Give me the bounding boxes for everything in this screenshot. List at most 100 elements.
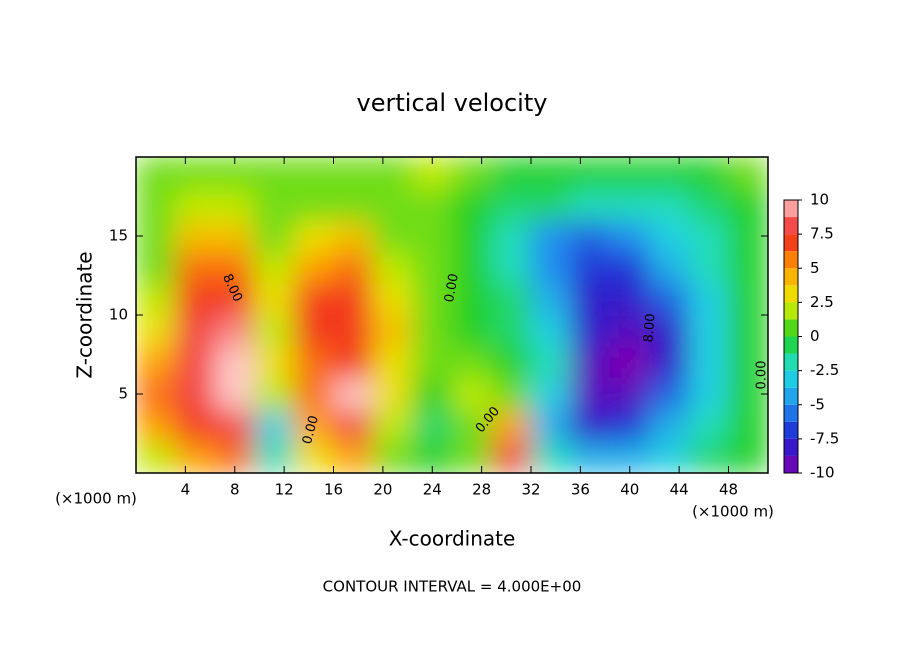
x-unit-label: (×1000 m) <box>692 503 774 521</box>
field-cell <box>649 157 690 190</box>
field-cell <box>136 251 176 284</box>
field-cell <box>491 409 532 442</box>
overlay: 4 8 12 16 20 24 28 32 36 40 44 4851015107.552.50-2.… <box>109 156 839 499</box>
field-cell <box>254 188 295 221</box>
field-cell <box>175 409 216 442</box>
field-cell <box>136 409 176 442</box>
field-cell <box>649 251 690 284</box>
x-tick-label: 12 <box>275 481 294 499</box>
field-cell <box>451 282 492 316</box>
field-cell <box>649 346 690 379</box>
field-cell <box>254 282 295 316</box>
colorbar-band <box>784 438 798 456</box>
field-cell <box>728 314 768 348</box>
field-cell <box>175 346 216 379</box>
colorbar-band <box>784 268 798 286</box>
field-cell <box>214 219 255 253</box>
field-cell <box>214 188 255 221</box>
field-cell <box>412 346 453 379</box>
field-cell <box>175 251 216 284</box>
colorbar-band <box>784 387 798 405</box>
field-cell <box>451 314 492 348</box>
field-cells <box>136 157 768 473</box>
field-cell <box>175 440 216 473</box>
colorbar-band <box>784 302 798 320</box>
x-tick-label: 16 <box>324 481 343 499</box>
field-cell <box>688 251 729 284</box>
field-cell <box>530 377 571 411</box>
field-cell <box>688 157 729 190</box>
field-cell <box>570 314 611 348</box>
field-cell <box>688 314 729 348</box>
field-cell <box>333 346 374 379</box>
field-cell <box>175 377 216 411</box>
field-cell <box>688 346 729 379</box>
field-cell <box>609 251 650 284</box>
x-axis-label: X-coordinate <box>389 527 516 551</box>
field-cell <box>491 219 532 253</box>
field-cell <box>530 409 571 442</box>
field-cell <box>372 377 413 411</box>
colorbar-band <box>784 234 798 252</box>
field-cell <box>254 377 295 411</box>
x-tick-label: 32 <box>521 481 540 499</box>
field-cell <box>175 282 216 316</box>
y-tick-label: 15 <box>109 227 128 245</box>
field-cell <box>649 377 690 411</box>
field-cell <box>609 314 650 348</box>
field-cell <box>333 188 374 221</box>
field-cell <box>372 219 413 253</box>
field-cell <box>491 282 532 316</box>
field-cell <box>333 157 374 190</box>
contour-label: 0.00 <box>300 414 322 446</box>
field-cell <box>609 282 650 316</box>
field-cell <box>175 314 216 348</box>
colorbar-tick-label: -2.5 <box>810 361 839 379</box>
field-cell <box>491 251 532 284</box>
field-cell <box>688 282 729 316</box>
field-cell <box>570 346 611 379</box>
field-cell <box>530 440 571 473</box>
field-cell <box>570 188 611 221</box>
field-cell <box>649 440 690 473</box>
field-cell <box>570 377 611 411</box>
x-tick-label: 8 <box>230 481 240 499</box>
field-cell <box>530 346 571 379</box>
field-cell <box>372 157 413 190</box>
field-cell <box>412 188 453 221</box>
field-cell <box>214 377 255 411</box>
field-cell <box>728 188 768 221</box>
field-cell <box>609 219 650 253</box>
field-cell <box>451 377 492 411</box>
field-cell <box>491 157 532 190</box>
colorbar-tick-label: 0 <box>810 327 820 345</box>
field-cell <box>688 440 729 473</box>
field-cell <box>136 314 176 348</box>
field-cell <box>609 377 650 411</box>
field-cell <box>214 251 255 284</box>
field-cell <box>728 282 768 316</box>
y-axis-label: Z-coordinate <box>73 251 97 378</box>
field-cell <box>649 219 690 253</box>
field-cell <box>293 440 334 473</box>
field-cell <box>412 219 453 253</box>
field-cell <box>728 440 768 473</box>
field-cell <box>254 409 295 442</box>
field-cell <box>333 282 374 316</box>
contour-label: 0.00 <box>755 361 770 390</box>
x-unit-label: (×1000 m) <box>55 490 137 508</box>
field-cell <box>649 282 690 316</box>
field-cell <box>214 409 255 442</box>
field-cell <box>649 409 690 442</box>
field-cell <box>412 251 453 284</box>
field-cell <box>214 346 255 379</box>
colorbar-band <box>784 370 798 388</box>
colorbar-band <box>784 285 798 303</box>
colorbar-tick-label: 7.5 <box>810 225 834 243</box>
colorbar-band <box>784 421 798 439</box>
field-cell <box>451 346 492 379</box>
field-cell <box>293 314 334 348</box>
field-cell <box>372 282 413 316</box>
field-cell <box>451 188 492 221</box>
field-cell <box>254 314 295 348</box>
